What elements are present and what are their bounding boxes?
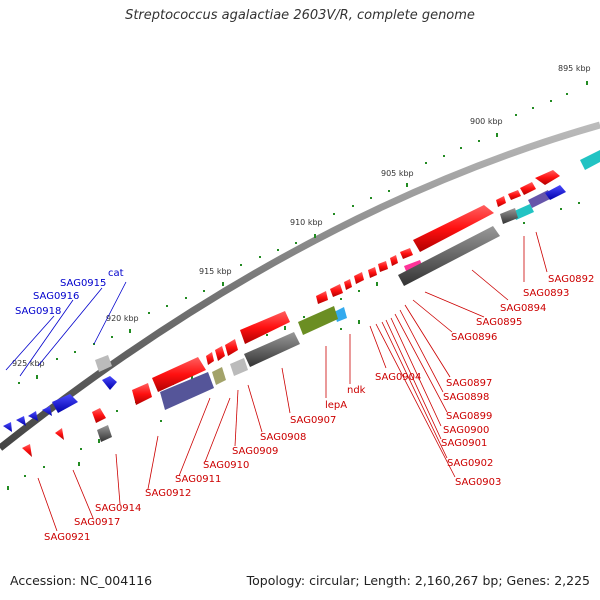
gene-sag0903[interactable] bbox=[330, 284, 343, 297]
gene-sag0892[interactable] bbox=[535, 170, 560, 185]
gene-sag0909[interactable] bbox=[215, 346, 225, 361]
label-sag0914: SAG0914 bbox=[95, 503, 141, 514]
blue-genes bbox=[3, 376, 117, 432]
gene-olive[interactable] bbox=[298, 306, 338, 335]
label-sag0899: SAG0899 bbox=[446, 411, 492, 422]
reverse-genes bbox=[95, 185, 566, 442]
gene-lightgray-1[interactable] bbox=[230, 358, 248, 376]
label-sag0907: SAG0907 bbox=[290, 415, 336, 426]
gene-slate-2[interactable] bbox=[160, 372, 214, 410]
label-sag0917: SAG0917 bbox=[74, 517, 120, 528]
gene-blue-small-1[interactable] bbox=[16, 416, 26, 426]
kbp-label-895: 895 kbp bbox=[558, 64, 591, 73]
gene-sag0893[interactable] bbox=[520, 182, 536, 195]
kbp-label-910: 910 kbp bbox=[290, 218, 323, 227]
gene-blue-1[interactable] bbox=[545, 185, 566, 200]
label-sag0918: SAG0918 bbox=[15, 306, 61, 317]
label-cat: cat bbox=[108, 268, 124, 279]
label-sag0915: SAG0915 bbox=[60, 278, 106, 289]
gene-sag0916[interactable] bbox=[42, 406, 52, 416]
label-lepa: lepA bbox=[325, 400, 347, 411]
gene-lightgray-2[interactable] bbox=[95, 355, 112, 372]
label-sag0898: SAG0898 bbox=[443, 392, 489, 403]
gene-gray-2[interactable] bbox=[398, 226, 500, 286]
accession-text: Accession: NC_004116 bbox=[10, 573, 153, 588]
gene-cyan-1[interactable] bbox=[580, 150, 600, 170]
label-sag0901: SAG0901 bbox=[441, 438, 487, 449]
gene-sag0904[interactable] bbox=[316, 291, 328, 304]
label-sag0911: SAG0911 bbox=[175, 474, 221, 485]
label-sag0912: SAG0912 bbox=[145, 488, 191, 499]
label-sag0903: SAG0903 bbox=[455, 477, 501, 488]
gene-gray-4[interactable] bbox=[97, 425, 112, 442]
label-ndk: ndk bbox=[347, 385, 366, 396]
gene-sag0894[interactable] bbox=[508, 190, 521, 200]
gene-sag0918[interactable] bbox=[28, 411, 38, 421]
gene-olive-2[interactable] bbox=[212, 367, 226, 385]
genome-backbone bbox=[0, 121, 600, 451]
gene-sag0921[interactable] bbox=[22, 444, 32, 457]
kbp-label-905: 905 kbp bbox=[381, 169, 414, 178]
gene-sag0895[interactable] bbox=[496, 196, 506, 207]
gene-sag0915[interactable] bbox=[52, 394, 78, 413]
gene-blue-small-2[interactable] bbox=[3, 422, 12, 432]
gene-cat[interactable] bbox=[102, 376, 117, 390]
gene-cyan-2[interactable] bbox=[512, 204, 534, 220]
gene-labels: SAG0892 SAG0893 SAG0894 SAG0895 SAG0896 … bbox=[15, 268, 594, 543]
scale-ticks bbox=[7, 81, 588, 490]
gene-sag0908[interactable] bbox=[225, 339, 238, 356]
label-sag0894: SAG0894 bbox=[500, 303, 546, 314]
gene-sag0900[interactable] bbox=[368, 267, 377, 278]
label-sag0909: SAG0909 bbox=[232, 446, 278, 457]
gene-sag0897[interactable] bbox=[400, 248, 413, 259]
gene-slate-1[interactable] bbox=[528, 190, 552, 208]
label-sag0902: SAG0902 bbox=[447, 458, 493, 469]
label-sag0892: SAG0892 bbox=[548, 274, 594, 285]
gene-sag0898[interactable] bbox=[390, 255, 398, 266]
label-sag0893: SAG0893 bbox=[523, 288, 569, 299]
gene-sag0910[interactable] bbox=[206, 352, 214, 365]
label-sag0904: SAG0904 bbox=[375, 372, 421, 383]
label-leader-lines bbox=[5, 231, 548, 532]
gene-sag0907[interactable] bbox=[240, 311, 290, 344]
gene-sag0896[interactable] bbox=[413, 205, 494, 252]
topology-text: Topology: circular; Length: 2,160,267 bp… bbox=[246, 573, 590, 588]
gene-gray-3[interactable] bbox=[244, 332, 300, 367]
label-sag0897: SAG0897 bbox=[446, 378, 492, 389]
gene-sag0899[interactable] bbox=[378, 261, 388, 272]
label-sag0896: SAG0896 bbox=[451, 332, 497, 343]
gene-sag0911[interactable] bbox=[152, 357, 206, 392]
kbp-label-915: 915 kbp bbox=[199, 267, 232, 276]
gene-sag0917[interactable] bbox=[55, 428, 64, 440]
label-sag0895: SAG0895 bbox=[476, 317, 522, 328]
kbp-label-900: 900 kbp bbox=[470, 117, 503, 126]
map-title: Streptococcus agalactiae 2603V/R, comple… bbox=[125, 8, 475, 23]
forward-genes bbox=[22, 150, 600, 457]
gene-sag0914[interactable] bbox=[92, 408, 106, 423]
label-sag0908: SAG0908 bbox=[260, 432, 306, 443]
gene-sag0901[interactable] bbox=[354, 272, 364, 284]
gene-sag0902[interactable] bbox=[344, 279, 352, 290]
label-sag0910: SAG0910 bbox=[203, 460, 249, 471]
label-sag0921: SAG0921 bbox=[44, 532, 90, 543]
label-sag0916: SAG0916 bbox=[33, 291, 79, 302]
label-sag0900: SAG0900 bbox=[443, 425, 489, 436]
gene-sag0912[interactable] bbox=[132, 383, 152, 405]
kbp-label-920: 920 kbp bbox=[106, 314, 139, 323]
gene-gray-1[interactable] bbox=[500, 208, 518, 224]
